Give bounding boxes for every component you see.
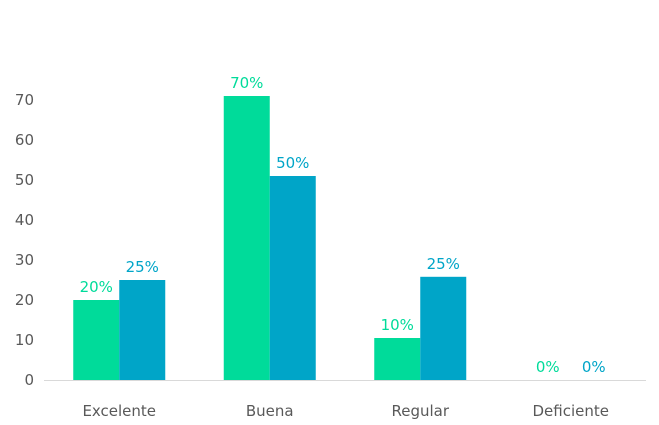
bar-excelente-series-1 <box>73 300 120 380</box>
x-category-label: Regular <box>391 402 449 420</box>
y-tick-label: 30 <box>15 251 34 269</box>
bar-regular-series-2 <box>420 276 467 380</box>
y-tick-label: 60 <box>15 131 34 149</box>
data-label-buena-series-1: 70% <box>230 74 263 92</box>
bars <box>73 96 467 380</box>
bar-buena-series-1 <box>223 96 270 380</box>
y-axis: 0 10 20 30 40 50 60 70 <box>15 91 34 389</box>
y-tick-label: 0 <box>24 371 34 389</box>
y-tick-label: 20 <box>15 291 34 309</box>
data-label-buena-series-2: 50% <box>276 154 309 172</box>
x-category-label: Buena <box>246 402 294 420</box>
bar-regular-series-1 <box>374 338 421 380</box>
y-tick-label: 70 <box>15 91 34 109</box>
data-label-deficiente-series-2: 0% <box>582 358 606 376</box>
bar-buena-series-2 <box>269 176 316 380</box>
x-category-label: Excelente <box>82 402 156 420</box>
y-tick-label: 50 <box>15 171 34 189</box>
data-label-regular-series-2: 25% <box>427 255 460 273</box>
x-category-label: Deficiente <box>533 402 610 420</box>
data-label-excelente-series-2: 25% <box>126 258 159 276</box>
x-axis: Excelente Buena Regular Deficiente <box>44 380 646 420</box>
bar-excelente-series-2 <box>119 280 166 380</box>
data-labels: 20% 25% 70% 50% 10% 25% 0% 0% <box>80 74 606 376</box>
y-tick-label: 40 <box>15 211 34 229</box>
data-label-regular-series-1: 10% <box>381 316 414 334</box>
data-label-excelente-series-1: 20% <box>80 278 113 296</box>
data-label-deficiente-series-1: 0% <box>536 358 560 376</box>
y-tick-label: 10 <box>15 331 34 349</box>
